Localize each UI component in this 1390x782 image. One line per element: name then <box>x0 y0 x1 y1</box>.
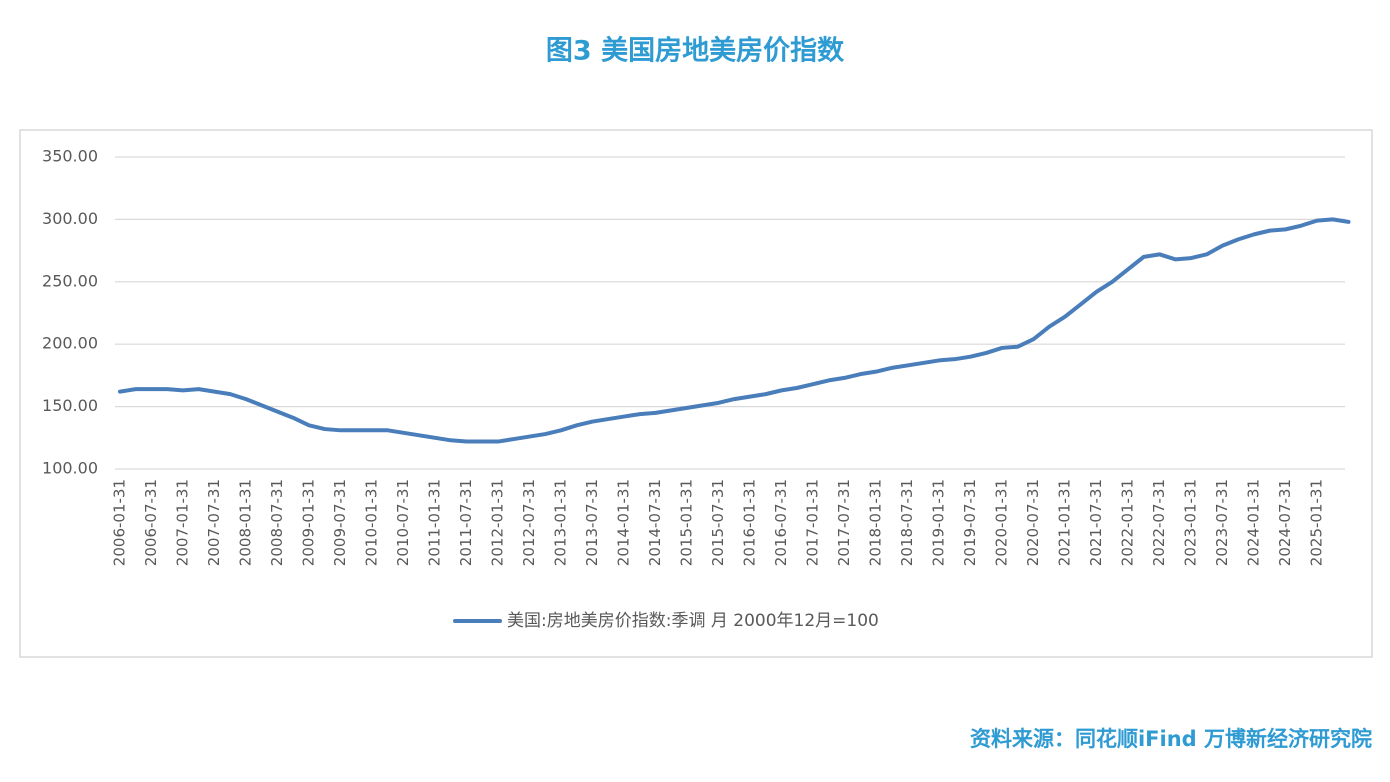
x-tick-label: 2015-01-31 <box>678 479 696 566</box>
x-tick-label: 2018-01-31 <box>867 479 885 566</box>
x-tick-label: 2007-07-31 <box>205 479 223 566</box>
x-tick-label: 2012-07-31 <box>520 479 538 566</box>
y-tick-label: 350.00 <box>42 147 98 166</box>
x-tick-label: 2014-07-31 <box>646 479 664 566</box>
x-tick-label: 2020-01-31 <box>993 479 1011 566</box>
x-tick-label: 2012-01-31 <box>489 479 507 566</box>
y-tick-label: 200.00 <box>42 334 98 353</box>
data-line <box>118 217 1351 444</box>
y-tick-label: 100.00 <box>42 459 98 478</box>
chart-frame <box>19 129 1373 658</box>
x-tick-label: 2009-01-31 <box>300 479 318 566</box>
x-tick-label: 2010-01-31 <box>363 479 381 566</box>
x-tick-label: 2008-07-31 <box>268 479 286 566</box>
x-tick-label: 2009-07-31 <box>331 479 349 566</box>
y-tick-label: 250.00 <box>42 271 98 290</box>
chart-title: 图3 美国房地美房价指数 <box>546 35 845 67</box>
x-tick-label: 2020-07-31 <box>1024 479 1042 566</box>
x-tick-label: 2013-07-31 <box>583 479 601 566</box>
x-tick-label: 2024-07-31 <box>1276 479 1294 566</box>
x-tick-label: 2022-01-31 <box>1119 479 1137 566</box>
x-tick-label: 2014-01-31 <box>615 479 633 566</box>
y-tick-label: 150.00 <box>42 396 98 415</box>
x-tick-label: 2021-01-31 <box>1056 479 1074 566</box>
x-tick-label: 2011-07-31 <box>457 479 475 566</box>
x-tick-label: 2019-01-31 <box>930 479 948 566</box>
x-tick-label: 2019-07-31 <box>961 479 979 566</box>
x-tick-label: 2022-07-31 <box>1150 479 1168 566</box>
x-tick-label: 2023-01-31 <box>1182 479 1200 566</box>
x-tick-label: 2021-07-31 <box>1087 479 1105 566</box>
source-note: 资料来源：同花顺iFind 万博新经济研究院 <box>970 727 1372 751</box>
x-tick-label: 2007-01-31 <box>174 479 192 566</box>
x-tick-label: 2015-07-31 <box>709 479 727 566</box>
x-tick-label: 2006-07-31 <box>142 479 160 566</box>
x-tick-label: 2010-07-31 <box>394 479 412 566</box>
x-tick-label: 2017-01-31 <box>804 479 822 566</box>
x-tick-label: 2008-01-31 <box>237 479 255 566</box>
x-tick-label: 2018-07-31 <box>898 479 916 566</box>
x-tick-label: 2016-01-31 <box>741 479 759 566</box>
x-tick-label: 2025-01-31 <box>1308 479 1326 566</box>
x-tick-label: 2006-01-31 <box>111 479 129 566</box>
y-tick-label: 300.00 <box>42 209 98 228</box>
x-tick-label: 2011-01-31 <box>426 479 444 566</box>
x-tick-label: 2013-01-31 <box>552 479 570 566</box>
x-tick-label: 2016-07-31 <box>772 479 790 566</box>
legend-label: 美国:房地美房价指数:季调 月 2000年12月=100 <box>507 611 879 631</box>
x-tick-label: 2024-01-31 <box>1245 479 1263 566</box>
x-tick-label: 2017-07-31 <box>835 479 853 566</box>
x-tick-label: 2023-07-31 <box>1213 479 1231 566</box>
